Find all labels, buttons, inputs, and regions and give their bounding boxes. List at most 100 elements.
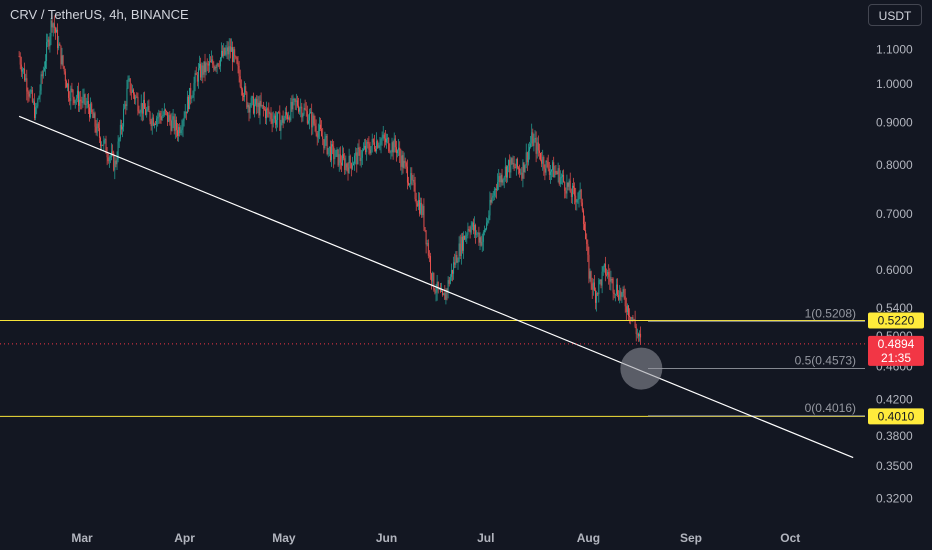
candle-body [578, 192, 580, 199]
candle-body [582, 210, 584, 225]
candle-body [613, 292, 615, 294]
candle-body [25, 78, 27, 81]
candle-body [413, 179, 415, 183]
candle-body [365, 145, 367, 153]
candle-body [298, 105, 299, 112]
y-tick-label: 0.4200 [876, 393, 913, 407]
candle-body [632, 317, 634, 320]
candle-body [62, 55, 64, 67]
candle-body [468, 229, 470, 231]
candle-body [400, 155, 402, 167]
candle-body [127, 79, 129, 89]
candle-body [515, 158, 517, 169]
y-tick-label: 0.5400 [876, 301, 913, 315]
candle-body [203, 61, 205, 75]
candle-body [226, 47, 228, 51]
candle-body [490, 199, 492, 203]
candle-body [184, 111, 186, 118]
current-price-label: 0.4894 [878, 337, 915, 351]
candle-body [318, 124, 320, 132]
candle-body [618, 295, 620, 300]
candle-body [274, 115, 276, 125]
candle-body [94, 113, 96, 127]
candle-body [372, 138, 374, 143]
candle-body [97, 123, 99, 129]
candle-body [355, 152, 357, 156]
candle-body [547, 161, 549, 170]
candle-body [96, 123, 98, 133]
candle-body [604, 263, 606, 275]
candle-body [181, 128, 183, 130]
candle-body [637, 333, 639, 337]
candle-body [117, 141, 119, 160]
candle-body [620, 290, 622, 297]
candle-body [471, 222, 473, 227]
candle-body [439, 289, 441, 293]
candle-body [589, 271, 591, 279]
candle-body [101, 144, 103, 146]
candle-body [478, 232, 480, 243]
candle-body [465, 235, 467, 240]
candle-body [481, 241, 483, 246]
candle-body [36, 106, 38, 108]
candle-body [625, 306, 627, 313]
candle-body [510, 158, 512, 173]
candle-body [445, 289, 447, 300]
candle-body [496, 189, 497, 190]
candle-body [151, 117, 153, 127]
candle-body [357, 147, 359, 165]
candle-body [293, 98, 295, 100]
time-axis[interactable]: Mar Apr May Jun Jul Aug Sep Oct [71, 531, 800, 545]
candle-body [192, 94, 194, 98]
candle-body [70, 88, 72, 102]
candle-body [114, 160, 116, 171]
candle-body [521, 172, 523, 179]
horizontal-levels[interactable] [0, 319, 865, 417]
fibonacci-levels[interactable]: 1(0.5208) 0.5(0.4573) 0(0.4016) [648, 306, 865, 417]
candle-body [304, 108, 306, 110]
candle-body [631, 317, 633, 320]
x-tick-label: Aug [577, 531, 600, 545]
candle-body [581, 202, 583, 211]
candle-body [602, 266, 604, 272]
candle-body [412, 179, 414, 181]
candle-body [442, 290, 444, 296]
candle-body [229, 46, 231, 52]
candle-body [230, 47, 232, 52]
candle-body [98, 128, 100, 138]
candle-body [360, 157, 362, 161]
candle-body [27, 91, 29, 95]
candle-body [73, 97, 75, 104]
trendline[interactable] [18, 115, 854, 459]
candle-body [398, 147, 400, 151]
candle-body [272, 118, 274, 124]
x-tick-label: Oct [780, 531, 800, 545]
candle-body [19, 56, 21, 65]
candle-body [444, 293, 446, 300]
candle-body [80, 99, 82, 102]
candle-body [431, 273, 433, 282]
candle-body [303, 108, 305, 115]
candle-body [179, 127, 181, 134]
candle-body [249, 106, 251, 113]
candle-body [131, 89, 133, 93]
candle-body [129, 78, 131, 93]
candle-body [130, 92, 132, 94]
currency-button[interactable]: USDT [868, 4, 922, 26]
candle-body [347, 167, 349, 174]
candle-body [370, 146, 372, 154]
candle-body [579, 189, 581, 193]
candle-body [147, 105, 149, 111]
candle-body [508, 160, 510, 166]
candle-body [43, 68, 45, 71]
candle-body [92, 112, 94, 118]
candle-body [565, 190, 567, 194]
candle-body [349, 155, 351, 164]
candle-body [246, 92, 248, 108]
candle-body [93, 113, 95, 118]
candle-body [51, 20, 53, 28]
candle-body [573, 185, 574, 188]
candle-body [570, 192, 572, 197]
candle-body [188, 96, 189, 110]
